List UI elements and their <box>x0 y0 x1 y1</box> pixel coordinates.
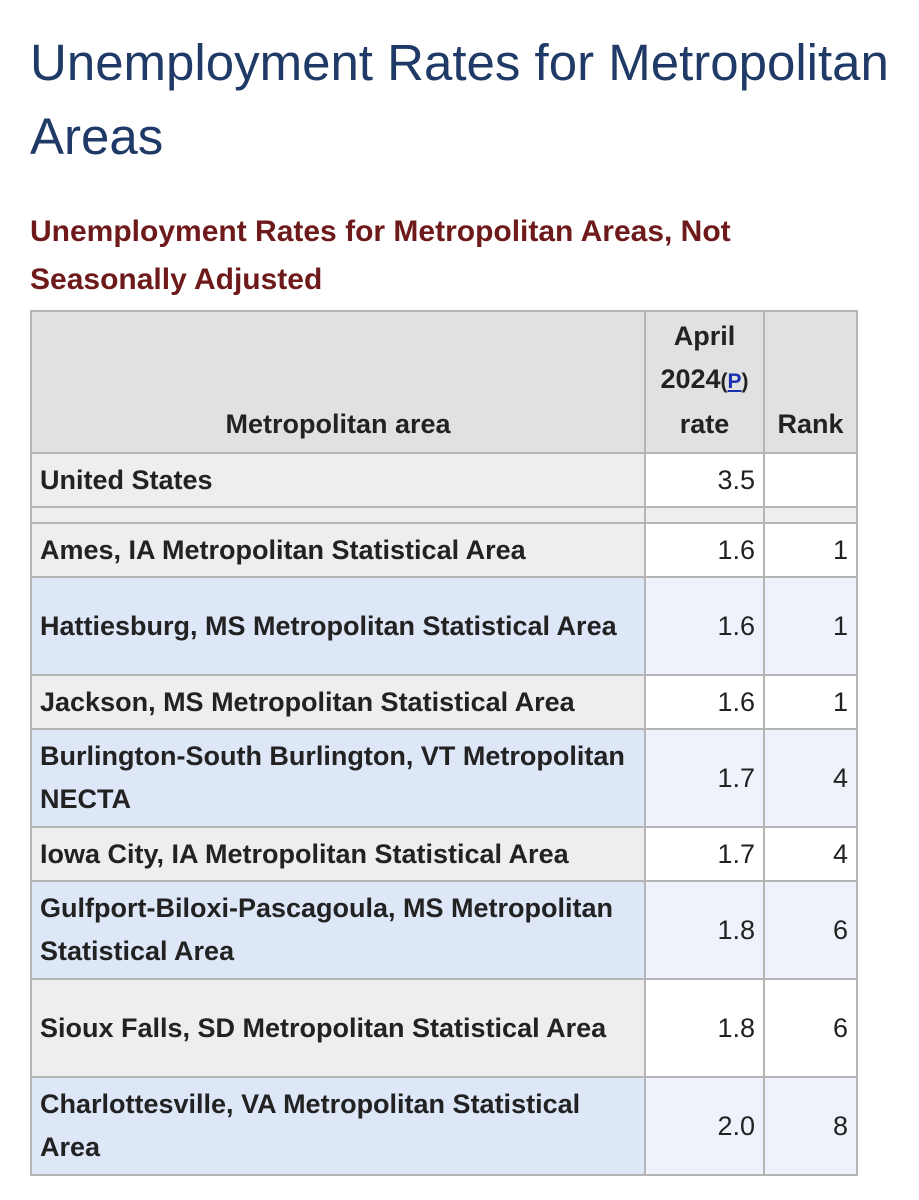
table-row: Jackson, MS Metropolitan Statistical Are… <box>30 674 858 730</box>
rank-cell: 1 <box>763 674 858 730</box>
rate-cell: 1.8 <box>644 880 765 980</box>
table-row: Hattiesburg, MS Metropolitan Statistical… <box>30 576 858 676</box>
rank-cell <box>763 452 858 508</box>
table-header-row: Metropolitan area April 2024(P) rate Ran… <box>30 310 858 454</box>
page-title: Unemployment Rates for Metropolitan Area… <box>30 34 889 165</box>
rate-cell: 1.6 <box>644 674 765 730</box>
rate-cell: 3.5 <box>644 452 765 508</box>
spacer-cell <box>30 506 646 524</box>
area-cell: Iowa City, IA Metropolitan Statistical A… <box>30 826 646 882</box>
header-rate-month: April <box>673 321 736 351</box>
rate-cell: 1.7 <box>644 826 765 882</box>
spacer-cell <box>763 506 858 524</box>
table-title: Unemployment Rates for Metropolitan Area… <box>30 215 731 296</box>
table-row: Ames, IA Metropolitan Statistical Area 1… <box>30 522 858 578</box>
area-cell: Jackson, MS Metropolitan Statistical Are… <box>30 674 646 730</box>
table-spacer-row <box>30 506 858 524</box>
header-rate-year: 2024 <box>660 364 721 394</box>
header-metropolitan-area: Metropolitan area <box>30 310 646 454</box>
header-close-paren: ) <box>741 370 749 393</box>
area-cell: Sioux Falls, SD Metropolitan Statistical… <box>30 978 646 1078</box>
rank-cell: 4 <box>763 728 858 828</box>
header-open-paren: ( <box>720 370 728 393</box>
rank-cell: 1 <box>763 576 858 676</box>
area-cell: Gulfport-Biloxi-Pascagoula, MS Metropoli… <box>30 880 646 980</box>
table-row: Sioux Falls, SD Metropolitan Statistical… <box>30 978 858 1078</box>
table-row: Iowa City, IA Metropolitan Statistical A… <box>30 826 858 882</box>
rate-cell: 1.7 <box>644 728 765 828</box>
area-cell: Ames, IA Metropolitan Statistical Area <box>30 522 646 578</box>
preliminary-footnote-link[interactable]: P <box>727 370 742 393</box>
unemployment-table: Metropolitan area April 2024(P) rate Ran… <box>30 310 858 1176</box>
header-rate: April 2024(P) rate <box>644 310 765 454</box>
rate-cell: 1.6 <box>644 522 765 578</box>
table-row-united-states: United States 3.5 <box>30 452 858 508</box>
rank-cell: 6 <box>763 880 858 980</box>
table-row: Burlington-South Burlington, VT Metropol… <box>30 728 858 828</box>
rate-cell: 1.6 <box>644 576 765 676</box>
rank-cell: 8 <box>763 1076 858 1176</box>
area-cell: Charlottesville, VA Metropolitan Statist… <box>30 1076 646 1176</box>
rank-cell: 1 <box>763 522 858 578</box>
rank-cell: 6 <box>763 978 858 1078</box>
spacer-cell <box>644 506 765 524</box>
table-row: Charlottesville, VA Metropolitan Statist… <box>30 1076 858 1176</box>
rate-cell: 2.0 <box>644 1076 765 1176</box>
area-cell: United States <box>30 452 646 508</box>
table-row: Gulfport-Biloxi-Pascagoula, MS Metropoli… <box>30 880 858 980</box>
header-rank: Rank <box>763 310 858 454</box>
area-cell: Burlington-South Burlington, VT Metropol… <box>30 728 646 828</box>
area-cell: Hattiesburg, MS Metropolitan Statistical… <box>30 576 646 676</box>
rank-cell: 4 <box>763 826 858 882</box>
header-rate-label: rate <box>679 409 730 439</box>
rate-cell: 1.8 <box>644 978 765 1078</box>
